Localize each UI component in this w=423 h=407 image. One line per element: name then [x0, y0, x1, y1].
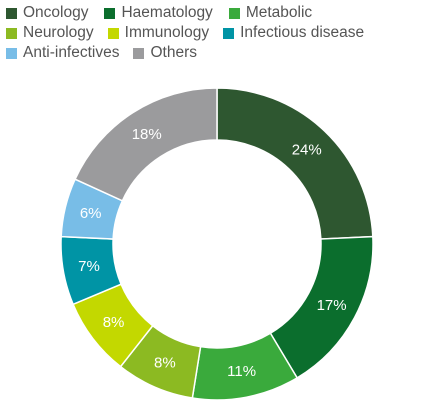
- slice-label-others: 18%: [132, 126, 162, 143]
- legend-label: Immunology: [124, 24, 210, 41]
- legend-label: Anti-infectives: [23, 44, 120, 61]
- legend-label: Neurology: [23, 24, 94, 41]
- slice-label-immunology: 8%: [103, 314, 125, 331]
- legend-item-neurology: Neurology: [6, 23, 94, 43]
- legend-swatch: [133, 47, 145, 59]
- legend-item-haematology: Haematology: [104, 3, 213, 23]
- legend-item-oncology: Oncology: [6, 3, 88, 23]
- legend-item-anti-infectives: Anti-infectives: [6, 43, 119, 63]
- legend-swatch: [104, 7, 116, 19]
- legend-label: Others: [150, 44, 197, 61]
- legend-swatch: [6, 27, 17, 39]
- legend-label: Infectious disease: [240, 24, 365, 41]
- donut-labels: 24% 17% 11% 8% 8% 7% 6% 18%: [78, 126, 346, 380]
- legend-item-immunology: Immunology: [107, 23, 210, 43]
- legend-item-infectious-disease: Infectious disease: [223, 23, 364, 43]
- legend-swatch: [6, 7, 17, 19]
- slice-label-metabolic: 11%: [227, 363, 256, 380]
- legend-item-metabolic: Metabolic: [228, 3, 313, 23]
- chart-legend: Oncology Haematology Metabolic Neurology Imm…: [6, 3, 421, 63]
- legend-label: Haematology: [121, 4, 213, 21]
- legend-label: Metabolic: [245, 4, 313, 21]
- legend-item-others: Others: [133, 43, 197, 63]
- slice-label-infectious-disease: 7%: [78, 258, 100, 275]
- legend-swatch: [228, 7, 240, 19]
- donut-slices: [60, 87, 374, 401]
- legend-swatch: [223, 27, 235, 39]
- slice-oncology: [216, 87, 374, 240]
- legend-swatch: [107, 27, 119, 39]
- slice-label-neurology: 8%: [154, 355, 176, 372]
- legend-label: Oncology: [23, 4, 89, 21]
- slice-label-anti-infectives: 6%: [80, 205, 102, 222]
- slice-label-haematology: 17%: [317, 297, 347, 314]
- slice-label-oncology: 24%: [292, 141, 322, 158]
- slice-others: [74, 87, 218, 202]
- legend-swatch: [6, 47, 17, 59]
